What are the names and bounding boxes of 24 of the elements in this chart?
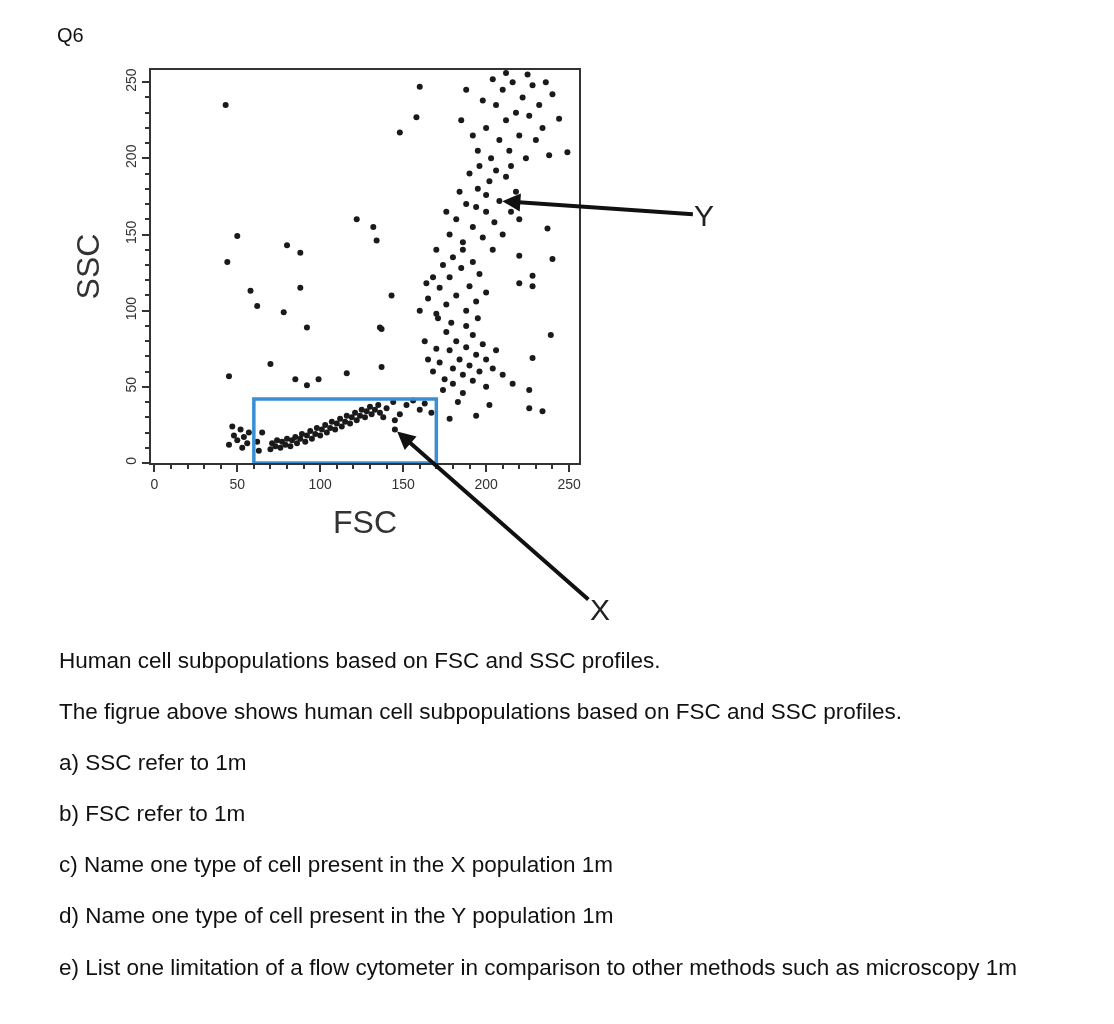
text: e) List one limitation of a flow cytometer in comparison to other methods such as microscopy 1m — [59, 955, 1017, 980]
x-tick-label: 50 — [229, 475, 246, 492]
y-tick-label: 0 — [123, 456, 140, 465]
annotation: X — [590, 593, 611, 626]
text: The figrue above shows human cell subpopulations based on FSC and SSC profiles. — [59, 699, 902, 724]
y-tick-label: 250 — [123, 68, 140, 92]
x-tick-label: 150 — [391, 475, 416, 492]
y-tick-label: 150 — [123, 220, 140, 245]
x-tick-label: 200 — [474, 475, 498, 492]
text: c) Name one type of cell present in the X population 1m — [59, 852, 614, 877]
text: d) Name one type of cell present in the Y population 1m — [59, 903, 614, 928]
y-tick-label: 100 — [123, 296, 140, 321]
y-tick-label: 200 — [123, 144, 140, 168]
x-tick-label: 0 — [150, 475, 159, 492]
x-tick-label: 100 — [308, 475, 333, 492]
text: a) SSC refer to 1m — [59, 750, 247, 775]
y-axis-title: SSC — [70, 233, 107, 300]
x-tick-label: 250 — [557, 475, 581, 492]
chart-title: Q6 — [57, 24, 84, 46]
x-axis-title: FSC — [333, 504, 397, 541]
annotation: Y — [694, 199, 715, 232]
y-tick-label: 50 — [123, 376, 140, 393]
text: b) FSC refer to 1m — [59, 801, 246, 826]
text: Human cell subpopulations based on FSC and SSC profiles. — [59, 648, 661, 673]
